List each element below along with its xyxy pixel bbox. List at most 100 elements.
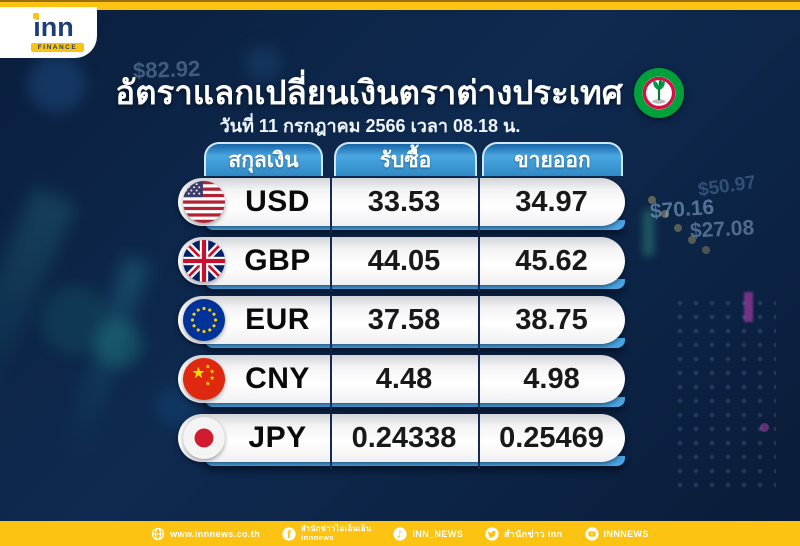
light-streak <box>60 256 150 464</box>
gold-dot <box>661 210 669 218</box>
kasikornbank-logo <box>633 67 684 118</box>
footer-website-label: www.innnews.co.th <box>170 528 261 539</box>
inn-finance-logo: inn FINANCE <box>0 7 97 58</box>
buy-rate: 44.05 <box>367 244 441 277</box>
currency-code: JPY <box>248 421 307 454</box>
currency-cell: USD <box>178 178 330 226</box>
candlestick-shape <box>744 292 753 322</box>
column-header-sell: ขายออก <box>482 142 623 176</box>
footer-twitter-label: สำนักข่าว inn <box>504 528 563 539</box>
svg-text:★: ★ <box>209 375 215 382</box>
background-price-label: $70.16 <box>649 195 715 224</box>
finance-badge: FINANCE <box>30 42 85 52</box>
globe-icon <box>151 527 165 540</box>
svg-text:★: ★ <box>205 380 211 387</box>
column-divider <box>330 414 332 469</box>
gold-dot <box>648 196 656 204</box>
row-pill: ★ ★ ★ ★ ★ CNY 4.48 4.98 <box>178 355 625 410</box>
sell-rate: 45.62 <box>515 244 588 277</box>
background-price-label: $27.08 <box>689 216 755 243</box>
sell-rate: 4.98 <box>523 362 580 395</box>
svg-text:★: ★ <box>209 369 215 376</box>
inn-wordmark-text: inn <box>33 11 74 42</box>
footer-website: www.innnews.co.th <box>151 527 260 541</box>
buy-rate: 0.24338 <box>351 421 457 454</box>
logo-yellow-dot <box>33 12 40 19</box>
china-flag-icon: ★ ★ ★ ★ ★ <box>183 358 225 400</box>
gold-dot <box>674 224 682 232</box>
column-header-currency: สกุลเงิน <box>204 142 323 176</box>
svg-text:♪: ♪ <box>397 529 403 540</box>
row-pill: USD 33.53 34.97 <box>178 178 625 233</box>
currency-cell: JPY <box>178 414 330 462</box>
light-streak <box>0 186 77 434</box>
currency-code: USD <box>245 185 310 218</box>
gold-dot <box>702 246 710 254</box>
top-accent-bar <box>0 0 800 10</box>
page-title: อัตราแลกเปลี่ยนเงินตราต่างประเทศ <box>115 74 623 111</box>
footer-youtube: INNNEWS <box>584 526 649 541</box>
currency-code: EUR <box>245 303 310 336</box>
rate-row-cny: ★ ★ ★ ★ ★ CNY 4.48 4.98 <box>178 355 625 410</box>
date-line: วันที่ 11 กรกฎาคม 2566 เวลา 08.18 น. <box>219 116 521 136</box>
buy-rate: 37.58 <box>367 303 441 336</box>
sell-rate: 0.25469 <box>499 421 604 454</box>
candlestick-shape <box>643 210 654 256</box>
table-header-row: สกุลเงิน รับซื้อ ขายออก <box>178 142 625 176</box>
twitter-icon <box>485 526 499 541</box>
row-pill: GBP 44.05 45.62 <box>178 237 625 292</box>
background-price-label: $50.97 <box>696 172 758 201</box>
sell-rate: 38.75 <box>515 303 588 336</box>
rate-row-gbp: GBP 44.05 45.62 <box>178 237 625 292</box>
footer-tiktok: ♪ INN_NEWS <box>393 526 464 541</box>
youtube-icon <box>584 526 599 541</box>
column-divider <box>330 237 332 292</box>
column-divider <box>478 296 480 351</box>
currency-cell: EUR <box>178 296 330 344</box>
currency-code: GBP <box>244 244 311 277</box>
currency-cell: ★ ★ ★ ★ ★ CNY <box>178 355 330 403</box>
sell-rate: 34.97 <box>515 185 588 218</box>
rate-row-eur: EUR 37.58 38.75 <box>178 296 625 351</box>
footer-facebook: f สำนักข่าวไอเอ็นเอ็น innnews <box>282 523 372 542</box>
inn-wordmark: inn <box>33 11 74 42</box>
currency-code: CNY <box>245 362 310 395</box>
bokeh-dot <box>95 320 143 368</box>
column-header-buy: รับซื้อ <box>334 142 477 176</box>
column-divider <box>478 355 480 410</box>
svg-text:★: ★ <box>191 363 205 382</box>
dotted-pattern <box>672 296 776 496</box>
column-divider <box>478 237 480 292</box>
column-divider <box>330 355 332 410</box>
gold-dot <box>688 236 696 244</box>
eu-flag-icon <box>183 299 225 341</box>
currency-cell: GBP <box>178 237 330 285</box>
footer-tiktok-label: INN_NEWS <box>412 528 464 539</box>
row-pill: EUR 37.58 38.75 <box>178 296 625 351</box>
buy-rate: 4.48 <box>375 362 433 395</box>
column-divider <box>330 296 332 351</box>
exchange-rate-table: สกุลเงิน รับซื้อ ขายออก <box>178 142 625 469</box>
facebook-icon: f <box>282 526 296 541</box>
header: อัตราแลกเปลี่ยนเงินตราต่างประเทศ <box>0 66 800 119</box>
magenta-dot <box>760 423 769 432</box>
us-flag-icon <box>183 181 225 223</box>
buy-rate: 33.53 <box>367 185 441 218</box>
row-pill: JPY 0.24338 0.25469 <box>178 414 625 469</box>
rate-row-jpy: JPY 0.24338 0.25469 <box>178 414 625 469</box>
footer-twitter: สำนักข่าว inn <box>485 526 563 541</box>
footer-facebook-label: สำนักข่าวไอเอ็นเอ็น innnews <box>301 523 372 542</box>
footer-bar: www.innnews.co.th f สำนักข่าวไอเอ็นเอ็น … <box>0 521 800 546</box>
rate-row-usd: USD 33.53 34.97 <box>178 178 625 233</box>
column-divider <box>478 178 480 233</box>
svg-text:f: f <box>287 530 292 541</box>
uk-flag-icon <box>183 240 225 282</box>
column-divider <box>330 178 332 233</box>
footer-youtube-label: INNNEWS <box>603 528 649 539</box>
svg-text:★: ★ <box>205 364 211 371</box>
column-divider <box>478 414 480 469</box>
bokeh-dot <box>40 285 110 355</box>
japan-flag-icon <box>183 417 225 459</box>
tiktok-icon: ♪ <box>393 526 408 541</box>
